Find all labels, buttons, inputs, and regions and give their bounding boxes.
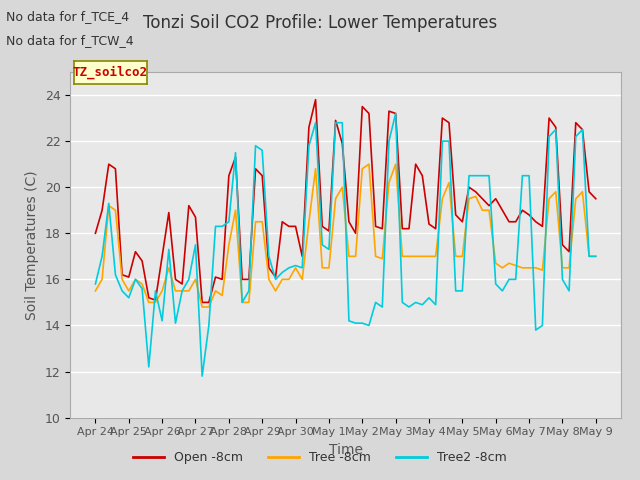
Y-axis label: Soil Temperatures (C): Soil Temperatures (C) xyxy=(25,170,39,320)
Text: No data for f_TCE_4: No data for f_TCE_4 xyxy=(6,10,129,23)
Text: Tonzi Soil CO2 Profile: Lower Temperatures: Tonzi Soil CO2 Profile: Lower Temperatur… xyxy=(143,14,497,33)
X-axis label: Time: Time xyxy=(328,443,363,457)
Text: No data for f_TCW_4: No data for f_TCW_4 xyxy=(6,34,134,47)
Text: TZ_soilco2: TZ_soilco2 xyxy=(73,66,148,79)
Legend: Open -8cm, Tree -8cm, Tree2 -8cm: Open -8cm, Tree -8cm, Tree2 -8cm xyxy=(128,446,512,469)
